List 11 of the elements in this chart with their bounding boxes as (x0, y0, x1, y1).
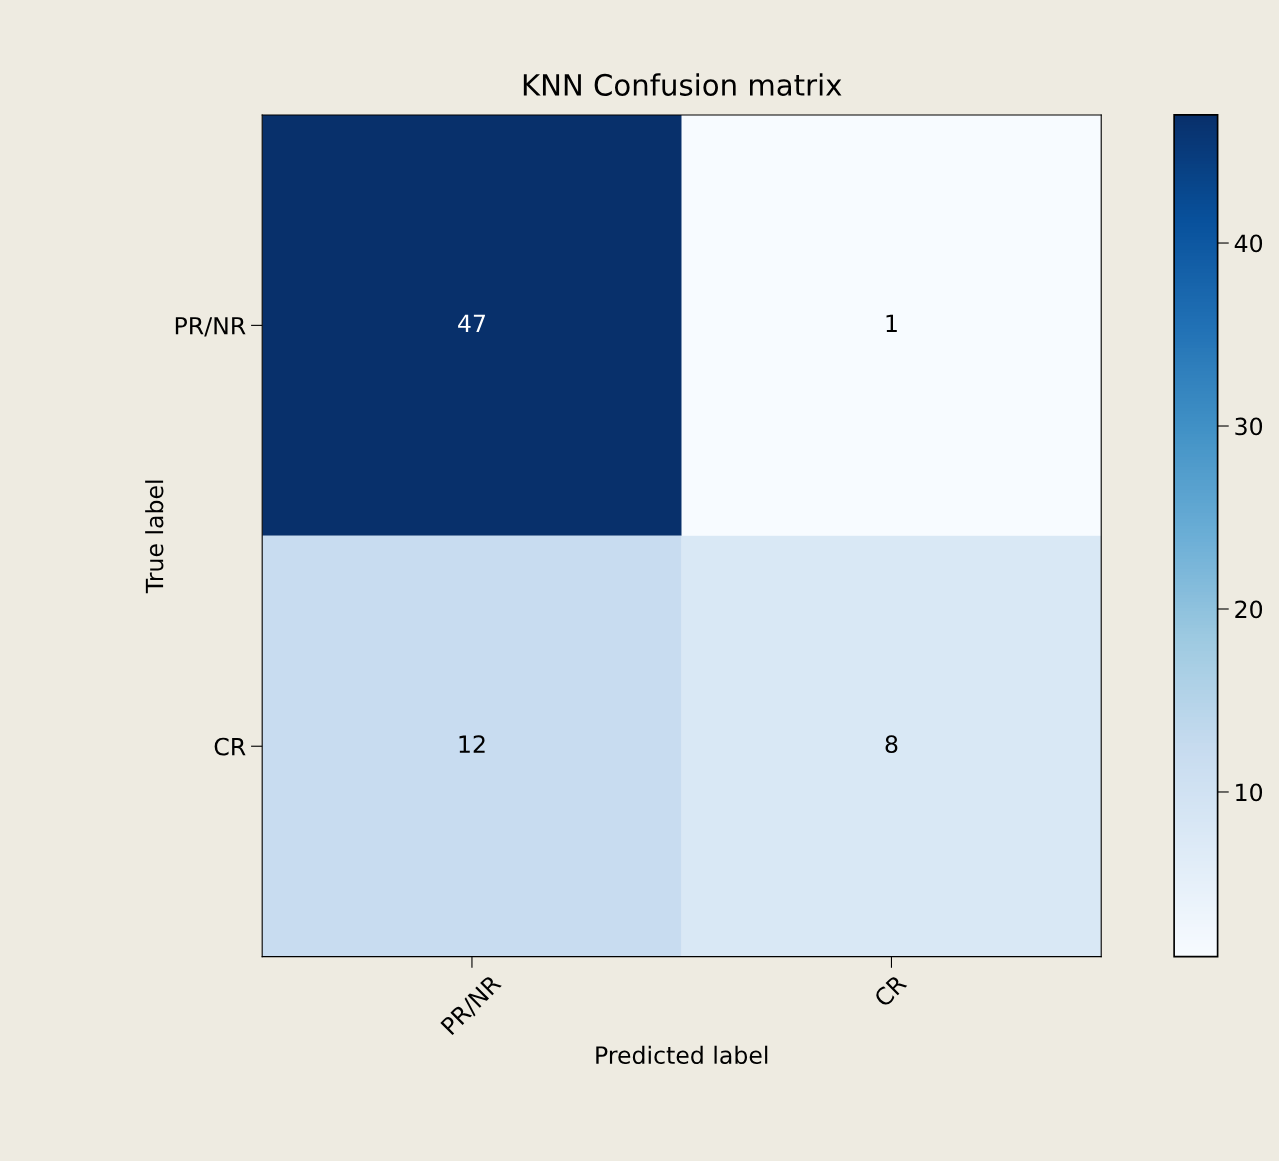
data-label: 1 (886, 314, 897, 332)
y-axis-title: True label (145, 480, 164, 594)
color-bar-label: 10 (1236, 783, 1263, 802)
data-label: 8 (885, 735, 898, 754)
x-axis-title: Predicted label (596, 1045, 768, 1065)
color-bar-label: 20 (1235, 600, 1263, 619)
color-bar-label: 40 (1234, 234, 1263, 253)
chart-title: KNN Confusion matrix (523, 73, 842, 96)
data-label: 12 (459, 735, 485, 753)
data-label: 47 (458, 314, 485, 332)
color-bar-label: 30 (1235, 417, 1263, 436)
